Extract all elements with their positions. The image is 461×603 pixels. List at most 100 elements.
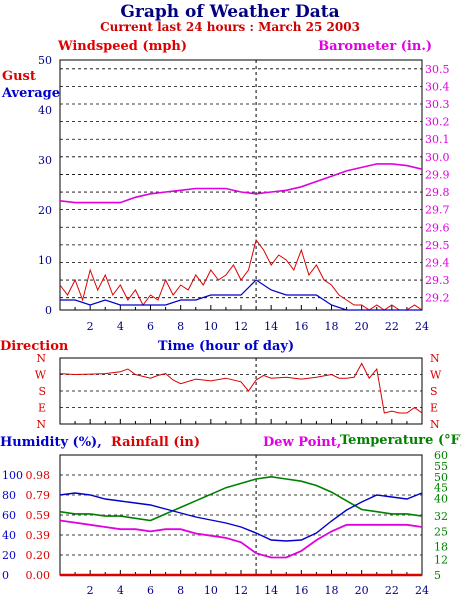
barometer-tick-label: 29.7 xyxy=(425,204,450,217)
page-title: Graph of Weather Data xyxy=(120,2,339,22)
temperature-series-line xyxy=(59,475,423,522)
barometer-tick-label: 29.4 xyxy=(425,256,450,269)
humidity-x-tick-label: 2 xyxy=(87,584,94,597)
wind-x-tick-label: 10 xyxy=(204,320,218,333)
direction-tick-label-right: N xyxy=(430,352,440,365)
temperature-tick-label: 40 xyxy=(434,493,448,506)
humidity-label: Humidity (%), xyxy=(0,435,102,450)
humidity-tick-label: 20 xyxy=(2,549,16,562)
direction-tick-label-left: W xyxy=(35,369,47,382)
rainfall-tick-label: 0.00 xyxy=(26,569,51,582)
barometer-tick-label: 30.5 xyxy=(425,63,450,76)
wind-x-tick-label: 6 xyxy=(147,320,154,333)
humidity-x-tick-label: 22 xyxy=(385,584,399,597)
wind-x-tick-label: 24 xyxy=(415,320,429,333)
windspeed-tick-label: 0 xyxy=(45,304,52,317)
temperature-tick-label: 45 xyxy=(434,482,448,495)
average-label: Average xyxy=(1,86,60,101)
humidity-x-tick-label: 12 xyxy=(234,584,248,597)
temperature-tick-label: 18 xyxy=(434,541,448,554)
wind-barometer-panel: 29.2 29.3 29.4 29.5 29.6 29.7 29.8 29.9 30.0 30.1… xyxy=(38,54,450,333)
wind-x-tick-label: 18 xyxy=(325,320,339,333)
rainfall-tick-label: 0.79 xyxy=(26,489,51,502)
barometer-tick-label: 29.6 xyxy=(425,221,450,234)
humidity-tick-label: 100 xyxy=(2,469,23,482)
barometer-tick-label: 29.5 xyxy=(425,239,450,252)
barometer-tick-label: 30.0 xyxy=(425,151,450,164)
humidity-x-tick-label: 16 xyxy=(294,584,308,597)
barometer-series-line xyxy=(59,163,423,204)
humidity-tick-label: 80 xyxy=(2,489,16,502)
barometer-label: Barometer (in.) xyxy=(318,39,432,54)
gust-series-line xyxy=(59,238,423,311)
temperature-tick-label: 25 xyxy=(434,525,448,538)
temperature-tick-label: 60 xyxy=(434,449,448,462)
page-subtitle: Current last 24 hours : March 25 2003 xyxy=(100,20,360,34)
humidity-x-tick-label: 8 xyxy=(177,584,184,597)
direction-tick-label-left: S xyxy=(38,385,46,398)
windspeed-tick-label: 50 xyxy=(38,54,52,67)
wind-x-tick-label: 22 xyxy=(385,320,399,333)
wind-x-tick-label: 4 xyxy=(117,320,124,333)
direction-tick-label-right: N xyxy=(430,418,440,431)
humidity-x-tick-label: 6 xyxy=(147,584,154,597)
wind-x-tick-label: 16 xyxy=(294,320,308,333)
temperature-tick-label: 5 xyxy=(434,569,441,582)
direction-tick-label-right: S xyxy=(430,385,438,398)
temperature-tick-label: 55 xyxy=(434,460,448,473)
temperature-tick-label: 50 xyxy=(434,471,448,484)
humidity-tick-label: 0 xyxy=(2,569,9,582)
humidity-x-tick-label: 10 xyxy=(204,584,218,597)
rainfall-tick-label: 0.39 xyxy=(26,529,51,542)
rainfall-tick-label: 0.20 xyxy=(26,549,51,562)
temperature-tick-label: 12 xyxy=(434,554,448,567)
barometer-tick-label: 30.3 xyxy=(425,98,450,111)
barometer-tick-label: 29.9 xyxy=(425,168,450,181)
windspeed-label: Windspeed (mph) xyxy=(57,39,187,54)
humidity-series-line xyxy=(59,492,423,542)
direction-tick-label-left: N xyxy=(36,418,46,431)
barometer-tick-label: 29.3 xyxy=(425,274,450,287)
rainfall-tick-label: 0.98 xyxy=(26,469,51,482)
wind-x-tick-label: 2 xyxy=(87,320,94,333)
direction-series-line xyxy=(59,362,423,414)
direction-tick-label-left: N xyxy=(36,352,46,365)
wind-x-tick-label: 12 xyxy=(234,320,248,333)
direction-tick-label-right: W xyxy=(430,369,442,382)
barometer-tick-label: 30.2 xyxy=(425,116,450,129)
barometer-tick-label: 29.8 xyxy=(425,186,450,199)
humidity-x-tick-label: 18 xyxy=(325,584,339,597)
windspeed-tick-label: 20 xyxy=(38,204,52,217)
direction-panel: N NW WS SE EN N xyxy=(35,352,442,431)
barometer-tick-label: 30.4 xyxy=(425,80,450,93)
average-series-line xyxy=(60,279,422,311)
humidity-x-tick-label: 14 xyxy=(264,584,278,597)
dew-point-series-line xyxy=(59,519,423,559)
barometer-tick-label: 29.2 xyxy=(425,292,450,305)
dew-point-label: Dew Point, xyxy=(263,435,341,450)
wind-x-tick-label: 8 xyxy=(177,320,184,333)
windspeed-tick-label: 30 xyxy=(38,154,52,167)
windspeed-tick-label: 40 xyxy=(38,104,52,117)
direction-tick-label-left: E xyxy=(38,402,46,415)
temperature-tick-label: 32 xyxy=(434,510,448,523)
time-axis-label: Time (hour of day) xyxy=(158,339,294,354)
humidity-x-tick-label: 20 xyxy=(355,584,369,597)
humidity-tick-label: 40 xyxy=(2,529,16,542)
humidity-temperature-panel: 0204060801000.000.200.390.590.790.985121… xyxy=(2,449,448,597)
humidity-x-tick-label: 4 xyxy=(117,584,124,597)
temperature-label: Temperature (°F) xyxy=(340,433,461,448)
wind-x-tick-label: 20 xyxy=(355,320,369,333)
humidity-tick-label: 60 xyxy=(2,509,16,522)
wind-x-tick-label: 14 xyxy=(264,320,278,333)
direction-tick-label-right: E xyxy=(430,402,438,415)
humidity-x-tick-label: 24 xyxy=(415,584,429,597)
rainfall-tick-label: 0.59 xyxy=(26,509,51,522)
windspeed-tick-label: 10 xyxy=(38,254,52,267)
barometer-tick-label: 30.1 xyxy=(425,133,450,146)
gust-label: Gust xyxy=(2,69,36,84)
rainfall-label: Rainfall (in) xyxy=(111,435,200,450)
